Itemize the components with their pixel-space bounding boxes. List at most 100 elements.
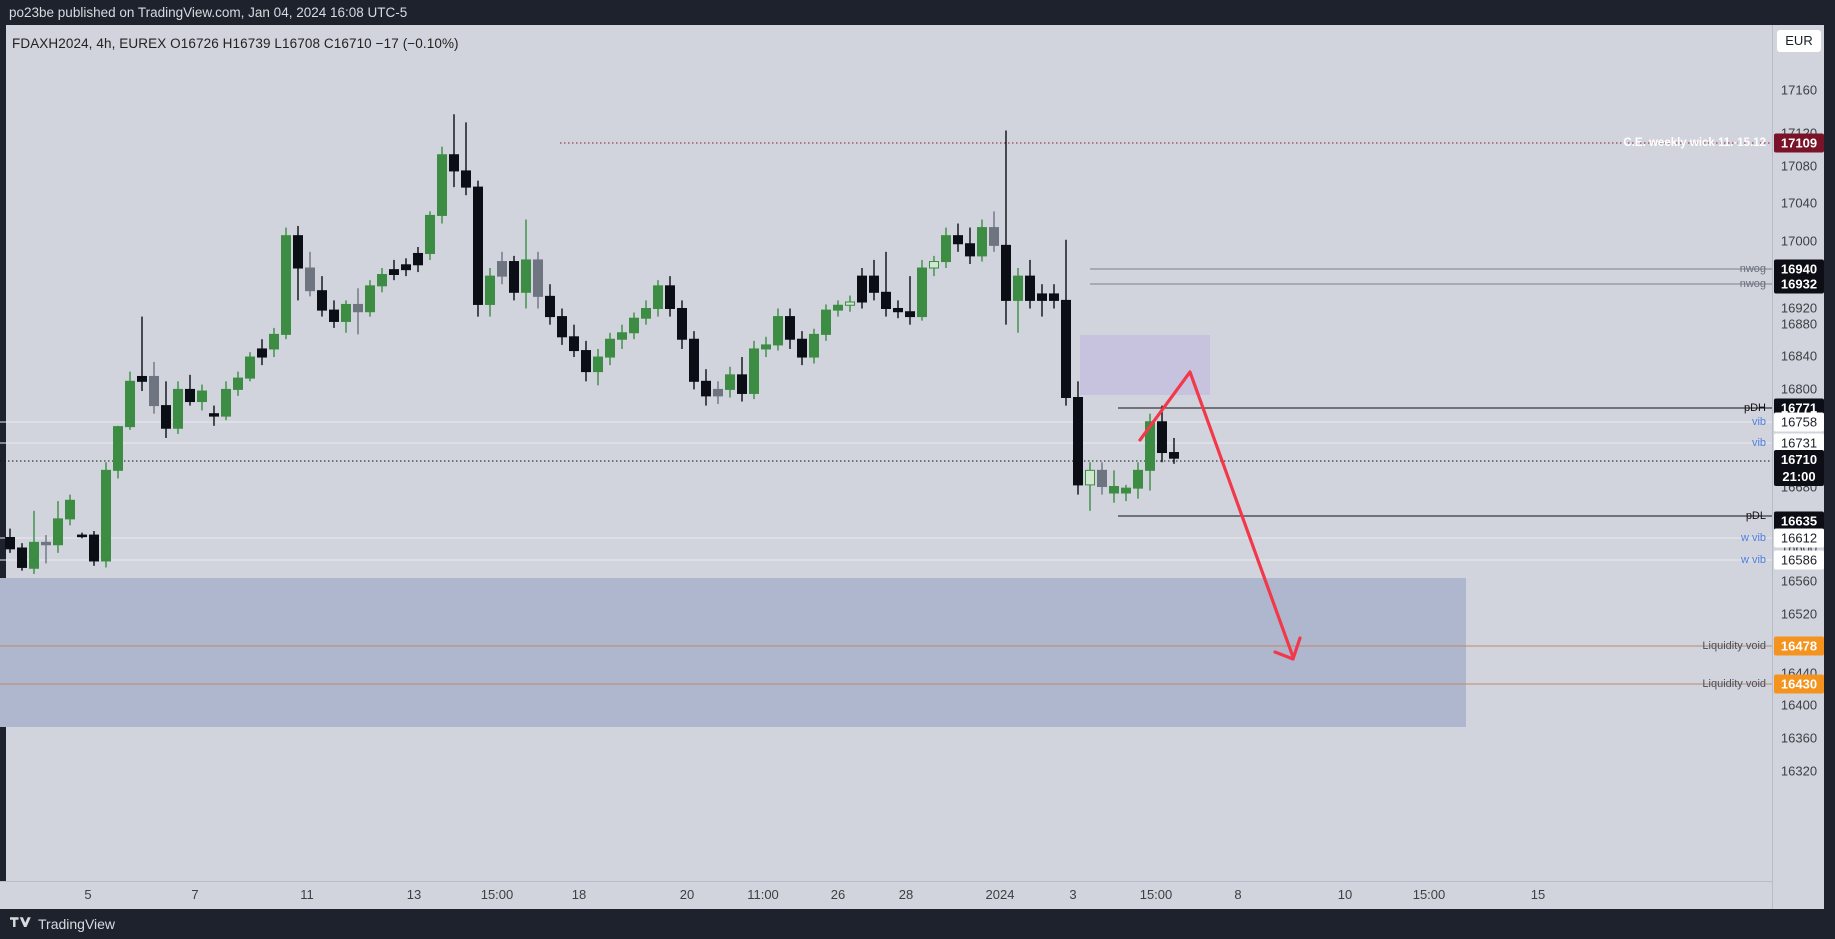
candle [185, 374, 195, 406]
candle [989, 211, 999, 252]
price-tick: 16520 [1780, 606, 1818, 622]
time-tick: 15 [1530, 887, 1546, 902]
candle [377, 268, 387, 293]
candle [401, 258, 411, 277]
current-price-countdown-pill[interactable]: 16710 21:00 [1774, 450, 1824, 486]
candle [341, 300, 351, 333]
candle [269, 327, 279, 358]
candle [293, 225, 303, 301]
candle [917, 259, 927, 321]
price-tick: 16920 [1780, 300, 1818, 316]
price-tick: 16400 [1780, 697, 1818, 713]
time-tick: 5 [84, 887, 92, 902]
candle [593, 348, 603, 386]
candle [173, 381, 183, 434]
tradingview-wordmark: TradingView [38, 916, 116, 932]
candle [893, 300, 903, 319]
candle [317, 276, 327, 317]
bar-countdown-value: 21:00 [1782, 469, 1816, 484]
time-tick: 28 [898, 887, 914, 902]
candle [1037, 284, 1047, 317]
time-tick: 15:00 [480, 887, 514, 902]
candle [665, 276, 675, 317]
candle [65, 494, 75, 526]
level-label-w-vib-lower: w vib [1740, 554, 1766, 566]
price-pill[interactable]: 16758 [1774, 412, 1824, 432]
tradingview-logo[interactable]: TradingView [10, 916, 115, 932]
candle [545, 284, 555, 325]
time-tick: 26 [830, 887, 846, 902]
time-tick: 20 [679, 887, 695, 902]
levels-group [0, 142, 1772, 685]
level-label-liquidity-void-1: Liquidity void [1702, 640, 1766, 652]
candle [1073, 381, 1083, 495]
level-label-pdl: pDL [1745, 510, 1766, 522]
time-tick: 18 [571, 887, 587, 902]
candle [1157, 405, 1167, 463]
price-tick: 17160 [1780, 82, 1818, 98]
price-pill[interactable]: 16430 [1774, 674, 1824, 694]
price-tick: 17000 [1780, 233, 1818, 249]
level-label-ce-weekly-wick: C.E. weekly wick 11.-15.12 [1623, 137, 1766, 149]
candle [797, 331, 807, 366]
candle [965, 227, 975, 264]
price-pill[interactable]: 16940 [1774, 259, 1824, 279]
candle [233, 371, 243, 396]
candles-group [5, 114, 1179, 574]
candle [53, 501, 63, 553]
projection-arrow-head [1273, 636, 1302, 661]
order-block-zone [1080, 335, 1210, 395]
chart-pane[interactable]: C.E. weekly wick 11.-15.12 nwog nwog pDH vib… [0, 25, 1772, 881]
price-pill[interactable]: 16478 [1774, 636, 1824, 656]
candle [485, 268, 495, 317]
price-tick: 16880 [1780, 316, 1818, 332]
chart-canvas [0, 114, 1772, 727]
level-label-vib-upper: vib [1751, 416, 1766, 428]
liquidity-void-zone [0, 578, 1466, 727]
candle [653, 280, 663, 317]
price-axis[interactable]: EUR 171601712017080170401700016960169201… [1772, 25, 1824, 909]
candle [833, 300, 843, 317]
price-tick: 17040 [1780, 195, 1818, 211]
time-tick: 2024 [985, 887, 1015, 902]
candle [197, 384, 207, 411]
candle [473, 180, 483, 317]
time-tick: 15:00 [1412, 887, 1446, 902]
price-pill[interactable]: 16586 [1774, 550, 1824, 570]
candle [1133, 462, 1143, 499]
candle [209, 405, 219, 426]
candle [809, 328, 819, 364]
price-tick: 16560 [1780, 573, 1818, 589]
candle [641, 300, 651, 325]
candle [17, 543, 27, 571]
candle [257, 339, 267, 366]
candle [41, 535, 51, 564]
price-pill[interactable]: 16612 [1774, 528, 1824, 548]
price-pill[interactable]: 16635 [1774, 511, 1824, 531]
time-tick: 13 [406, 887, 422, 902]
candle [737, 357, 747, 402]
candle [149, 361, 159, 414]
time-axis[interactable]: 5 7 11 13 15:00 18 20 11:00 26 28 2024 3 15:00 8 10 15:… [0, 881, 1772, 909]
projection-arrow-group [1138, 370, 1302, 661]
candle [1121, 484, 1131, 502]
candle [941, 227, 951, 269]
candle [125, 371, 135, 430]
candle [161, 381, 171, 438]
candle [1049, 284, 1059, 309]
candle [353, 288, 363, 335]
candle [389, 259, 399, 281]
time-tick: 11 [300, 887, 314, 902]
candle [569, 324, 579, 358]
price-pill[interactable]: 16731 [1774, 433, 1824, 453]
projection-arrow[interactable] [1138, 370, 1295, 659]
candle [281, 227, 291, 340]
candle [929, 255, 939, 277]
price-pill[interactable]: 17109 [1774, 133, 1824, 153]
candle [1109, 470, 1119, 503]
time-tick: 8 [1234, 887, 1242, 902]
candle [1061, 239, 1071, 406]
candle [773, 308, 783, 351]
candle [1169, 437, 1179, 464]
price-pill[interactable]: 16932 [1774, 274, 1824, 294]
